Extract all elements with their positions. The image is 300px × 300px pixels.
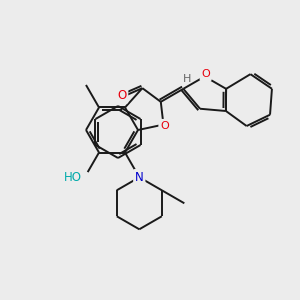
Text: H: H (183, 74, 191, 84)
Text: HO: HO (64, 171, 82, 184)
Text: O: O (201, 70, 210, 80)
Text: N: N (135, 171, 144, 184)
Text: O: O (160, 121, 169, 130)
Text: O: O (117, 89, 127, 102)
